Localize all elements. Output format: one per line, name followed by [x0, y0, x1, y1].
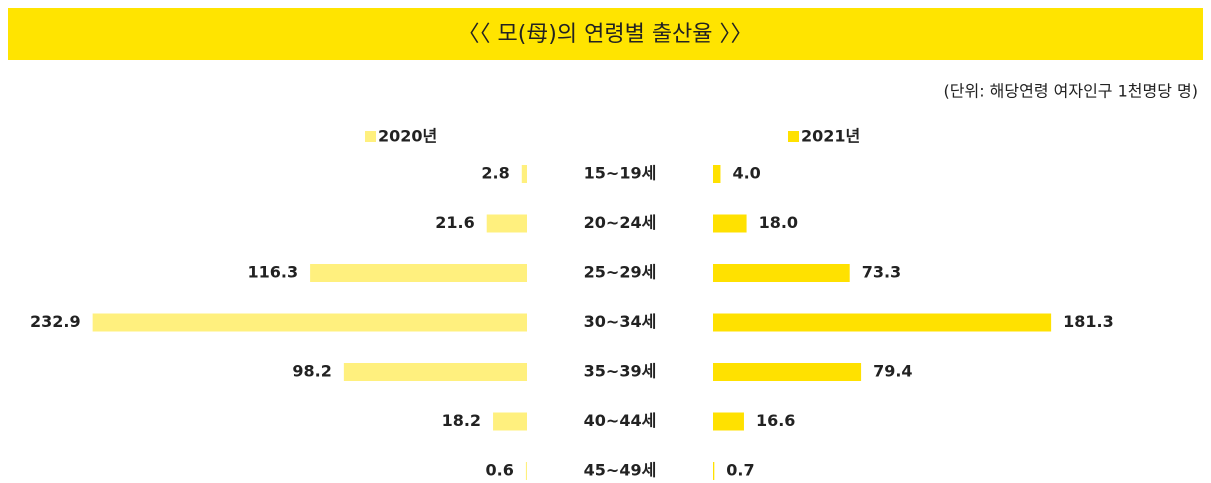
bar	[493, 412, 527, 431]
category-label: 25~29세	[584, 263, 657, 282]
value-label: 21.6	[435, 213, 474, 232]
category-label: 45~49세	[584, 461, 657, 480]
category-label: 40~44세	[584, 411, 657, 430]
bar	[310, 264, 527, 282]
unit-note: (단위: 해당연령 여자인구 1천명당 명)	[944, 82, 1198, 101]
bar	[713, 264, 850, 282]
value-label: 98.2	[292, 362, 331, 381]
legend-label: 2020년	[378, 127, 437, 146]
title-bar	[8, 8, 1203, 60]
chart-title: 〈〈 모(母)의 연령별 출산율 〉〉	[457, 22, 752, 47]
bar	[713, 165, 721, 183]
legend-swatch	[788, 131, 799, 142]
value-label: 73.3	[862, 263, 901, 282]
value-label: 18.2	[442, 411, 481, 430]
bar	[713, 412, 744, 431]
value-label: 16.6	[756, 411, 795, 430]
bar	[525, 462, 527, 480]
bar	[486, 214, 527, 233]
value-label: 116.3	[247, 263, 298, 282]
bar	[713, 462, 715, 480]
bar	[521, 165, 527, 183]
category-label: 15~19세	[584, 164, 657, 183]
value-label: 2.8	[481, 164, 509, 183]
bar	[343, 363, 527, 381]
bar	[713, 363, 862, 381]
value-label: 181.3	[1063, 312, 1114, 331]
bar	[713, 313, 1052, 332]
value-label: 4.0	[732, 164, 760, 183]
legend-label: 2021년	[801, 127, 860, 146]
value-label: 79.4	[873, 362, 912, 381]
category-label: 35~39세	[584, 362, 657, 381]
bar	[713, 214, 747, 233]
category-label: 30~34세	[584, 312, 657, 331]
value-label: 232.9	[30, 312, 81, 331]
value-label: 0.6	[486, 461, 514, 480]
category-label: 20~24세	[584, 213, 657, 232]
value-label: 0.7	[726, 461, 754, 480]
value-label: 18.0	[759, 213, 798, 232]
bar	[92, 313, 527, 332]
legend-swatch	[365, 131, 376, 142]
